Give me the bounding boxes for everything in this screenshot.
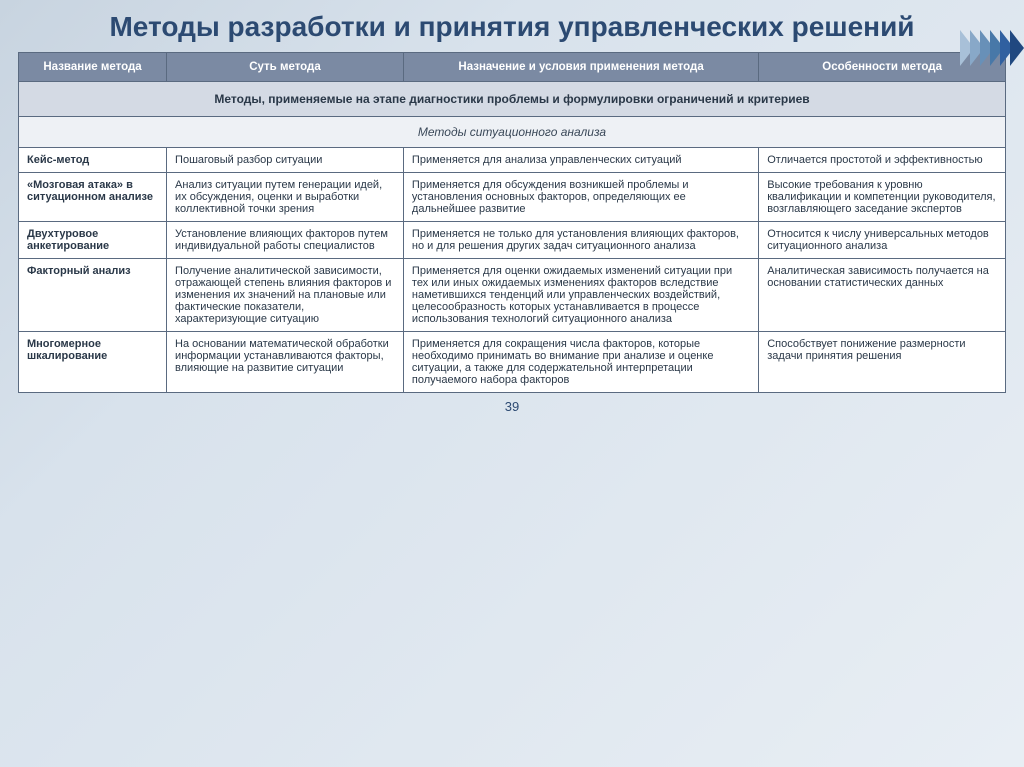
table-container: Название метода Суть метода Назначение и… <box>0 52 1024 393</box>
table-row: «Мозговая атака» в ситуационном анализе … <box>19 172 1006 221</box>
cell-essence: На основании математической обработки ин… <box>167 331 404 392</box>
cell-essence: Пошаговый разбор ситуации <box>167 147 404 172</box>
cell-name: Факторный анализ <box>19 258 167 331</box>
cell-features: Относится к числу универсальных методов … <box>759 221 1006 258</box>
cell-usage: Применяется для оценки ожидаемых изменен… <box>403 258 758 331</box>
col-header-name: Название метода <box>19 52 167 81</box>
page-number: 39 <box>0 399 1024 414</box>
cell-name: «Мозговая атака» в ситуационном анализе <box>19 172 167 221</box>
subsection-header: Методы ситуационного анализа <box>19 116 1006 147</box>
col-header-essence: Суть метода <box>167 52 404 81</box>
table-row: Факторный анализ Получение аналитической… <box>19 258 1006 331</box>
cell-usage: Применяется для анализа управленческих с… <box>403 147 758 172</box>
cell-usage: Применяется не только для установления в… <box>403 221 758 258</box>
cell-name: Двухтуровое анкетирование <box>19 221 167 258</box>
cell-essence: Анализ ситуации путем генерации идей, их… <box>167 172 404 221</box>
cell-features: Высокие требования к уровню квалификации… <box>759 172 1006 221</box>
cell-features: Способствует понижение размерности задач… <box>759 331 1006 392</box>
table-row: Многомерное шкалирование На основании ма… <box>19 331 1006 392</box>
section-row: Методы, применяемые на этапе диагностики… <box>19 81 1006 116</box>
table-header-row: Название метода Суть метода Назначение и… <box>19 52 1006 81</box>
subsection-row: Методы ситуационного анализа <box>19 116 1006 147</box>
methods-table: Название метода Суть метода Назначение и… <box>18 52 1006 393</box>
cell-name: Кейс-метод <box>19 147 167 172</box>
decorative-chevrons <box>964 30 1024 66</box>
chevron-icon <box>1010 30 1024 66</box>
cell-name: Многомерное шкалирование <box>19 331 167 392</box>
cell-essence: Установление влияющих факторов путем инд… <box>167 221 404 258</box>
cell-usage: Применяется для обсуждения возникшей про… <box>403 172 758 221</box>
table-row: Двухтуровое анкетирование Установление в… <box>19 221 1006 258</box>
cell-usage: Применяется для сокращения числа факторо… <box>403 331 758 392</box>
cell-features: Отличается простотой и эффективностью <box>759 147 1006 172</box>
cell-features: Аналитическая зависимость получается на … <box>759 258 1006 331</box>
section-header: Методы, применяемые на этапе диагностики… <box>19 81 1006 116</box>
col-header-usage: Назначение и условия применения метода <box>403 52 758 81</box>
cell-essence: Получение аналитической зависимости, отр… <box>167 258 404 331</box>
page-title: Методы разработки и принятия управленчес… <box>0 0 1024 52</box>
table-row: Кейс-метод Пошаговый разбор ситуации При… <box>19 147 1006 172</box>
